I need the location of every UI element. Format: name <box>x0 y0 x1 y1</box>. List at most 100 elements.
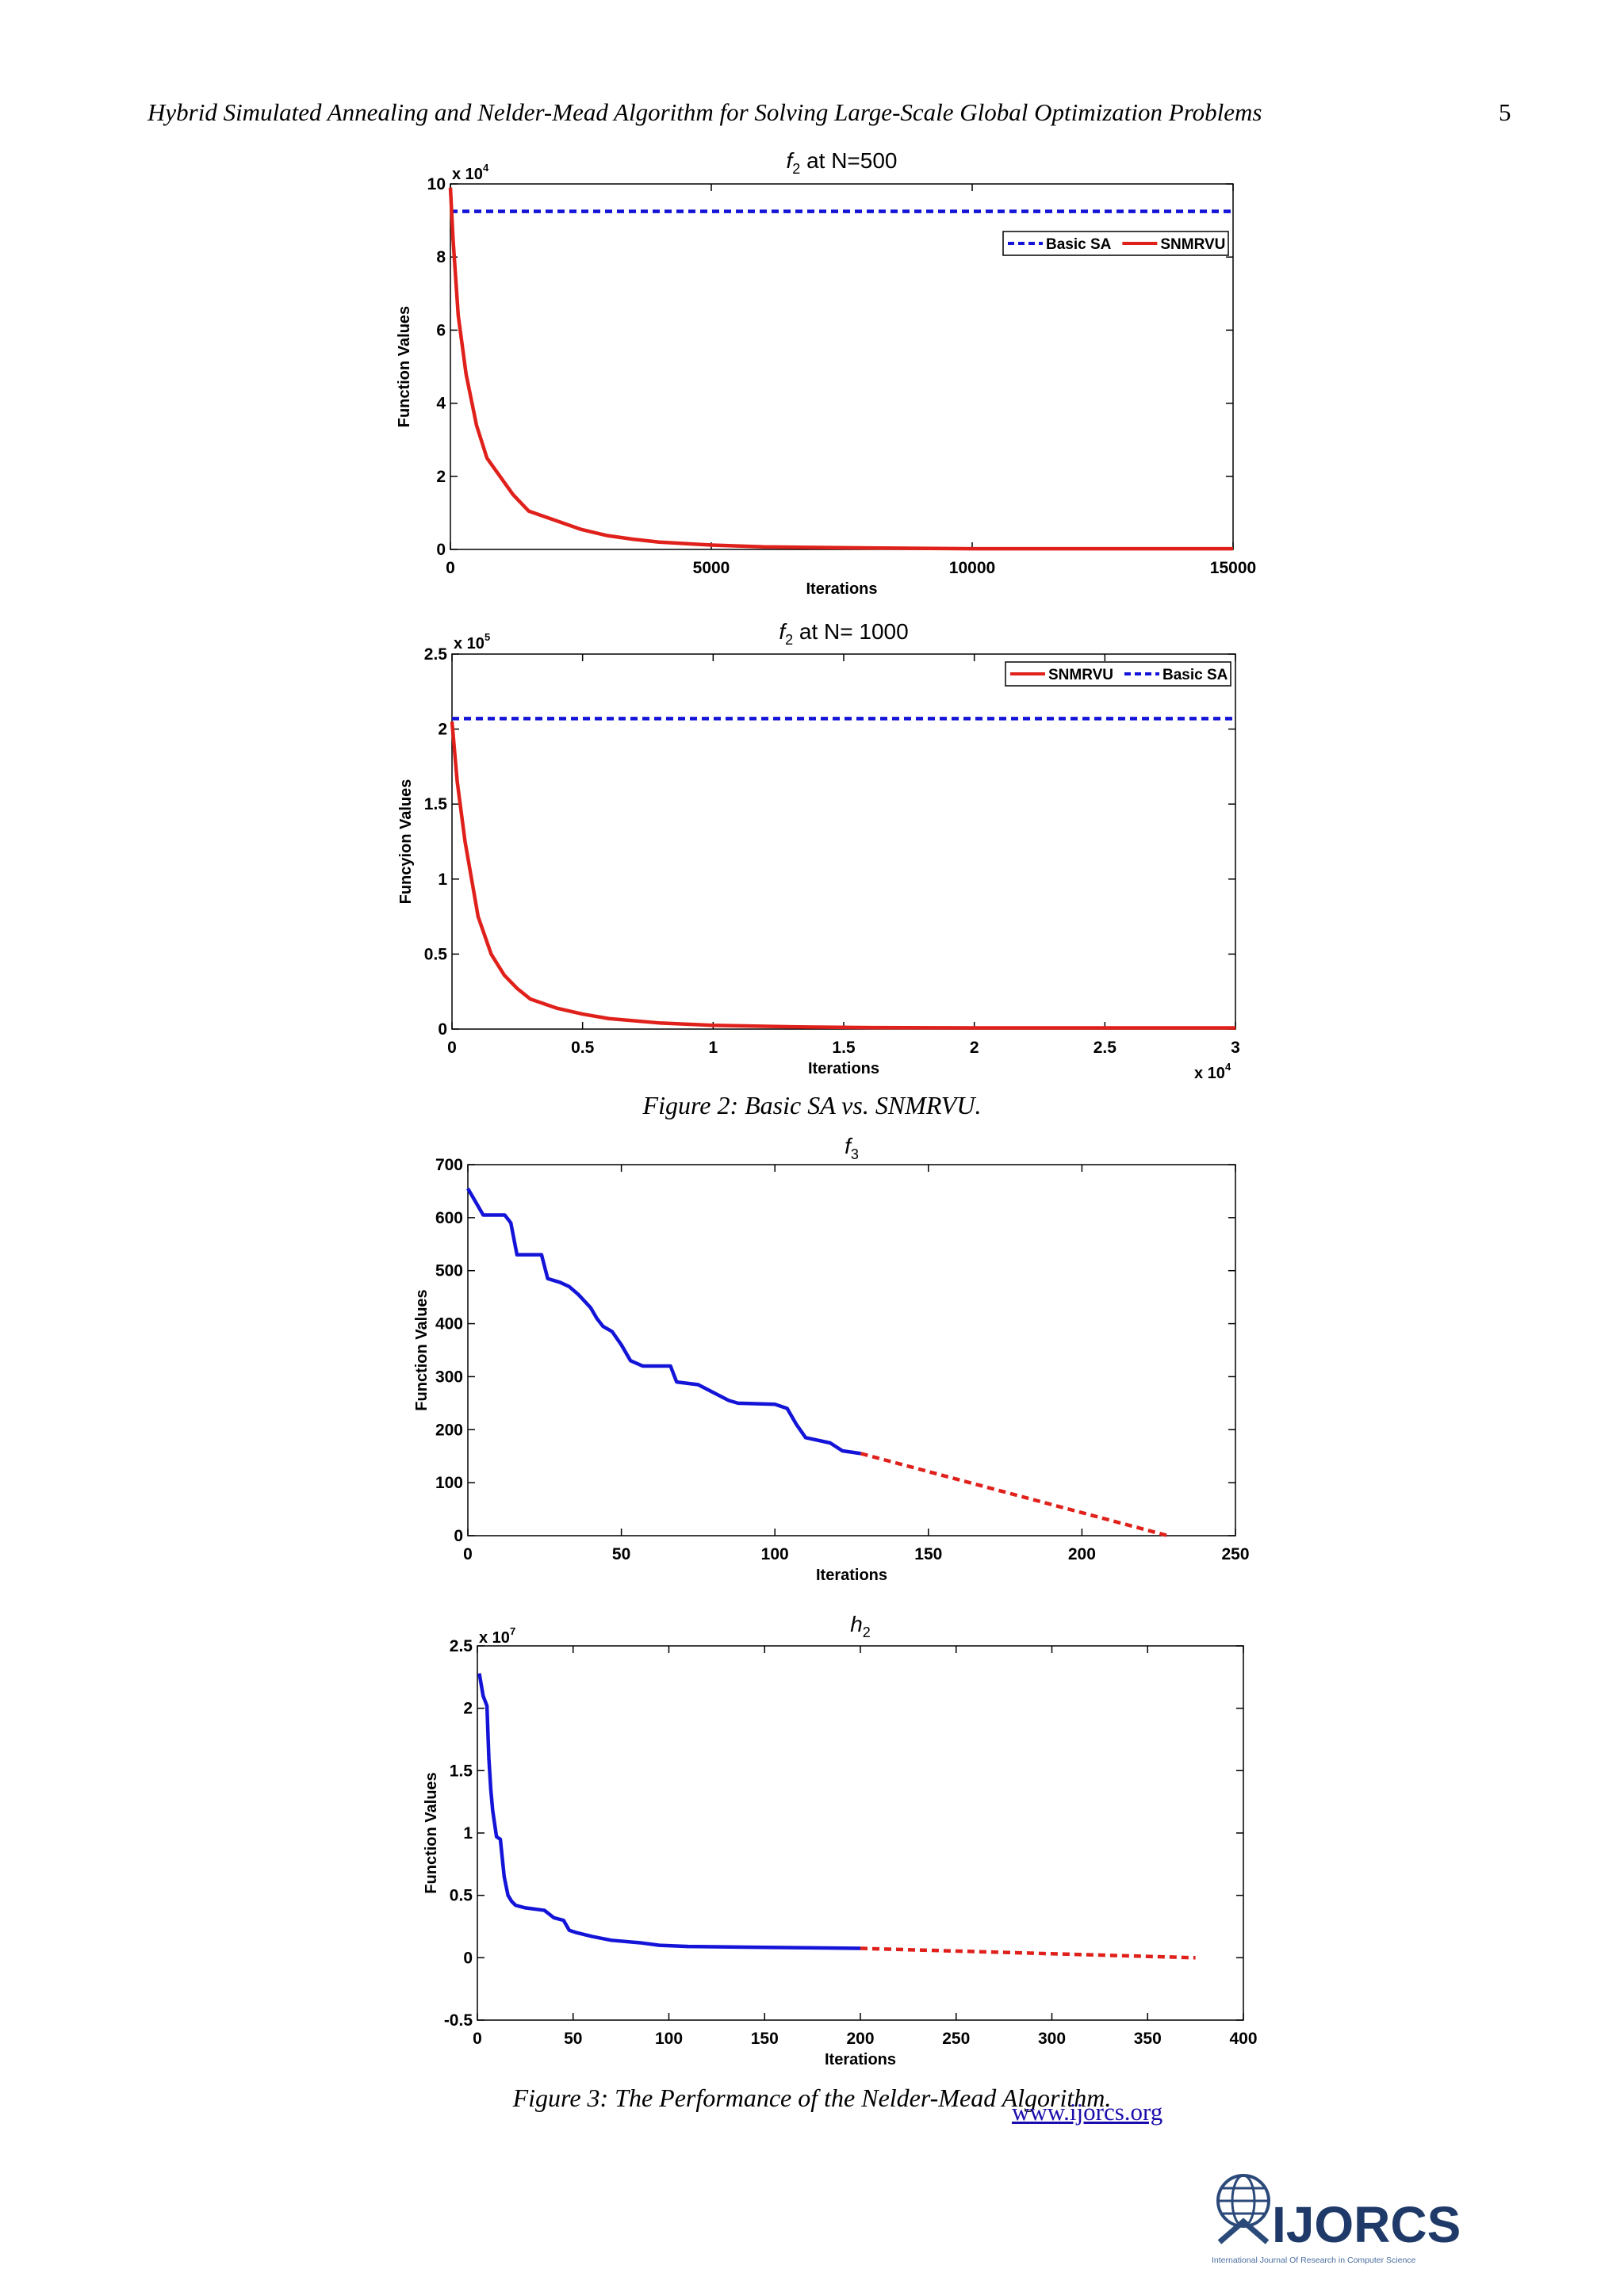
y-tick-label: -0.5 <box>444 2011 473 2030</box>
x-tick-label: 400 <box>1229 2030 1257 2048</box>
plot-frame <box>451 653 1236 1030</box>
legend-label: Basic SA <box>1046 236 1112 253</box>
legend-label: SNMRVU <box>1160 236 1225 253</box>
y-tick-label: 2 <box>438 721 447 739</box>
plot-frame <box>477 1645 1244 2021</box>
y-tick-label: 200 <box>435 1421 463 1439</box>
x-tick-label: 10000 <box>949 559 995 577</box>
x-tick-label: 150 <box>751 2030 779 2048</box>
y-tick-label: 300 <box>435 1368 463 1386</box>
logo-wordmark: IJORCS <box>1272 2196 1461 2253</box>
x-tick-label: 250 <box>1221 1545 1249 1563</box>
y-tick-label: 0.5 <box>424 945 448 963</box>
chart-title: f2 at N=500 <box>787 148 898 177</box>
y-tick-label: 100 <box>435 1474 463 1492</box>
y-tick-label: 0 <box>463 1949 473 1967</box>
x-tick-label: 1.5 <box>832 1039 856 1057</box>
y-tick-label: 1.5 <box>450 1762 473 1780</box>
y-tick-label: 2 <box>436 468 446 486</box>
x-tick-label: 300 <box>1038 2030 1066 2048</box>
plot-frame <box>450 183 1234 550</box>
x-tick-label: 2.5 <box>1094 1039 1117 1057</box>
x-axis-label: Iterations <box>816 1567 887 1584</box>
y-axis-label: Function Values <box>423 1772 440 1893</box>
x-tick-label: 0 <box>463 1545 473 1563</box>
x-tick-label: 100 <box>655 2030 683 2048</box>
legend-box <box>1002 231 1229 256</box>
y-multiplier: x 105 <box>454 631 490 652</box>
y-multiplier: x 107 <box>479 1625 515 1647</box>
y-tick-label: 600 <box>435 1209 463 1227</box>
y-tick-label: 1 <box>463 1824 473 1843</box>
x-tick-label: 150 <box>914 1545 942 1563</box>
y-tick-label: 1 <box>438 871 447 889</box>
series-line-0 <box>477 1673 861 1950</box>
series-line-snmrvu <box>448 187 1233 551</box>
x-tick-label: 0 <box>447 1039 457 1057</box>
x-tick-label: 250 <box>942 2030 970 2048</box>
y-tick-label: 0 <box>454 1527 463 1545</box>
x-axis-label: Iterations <box>825 2051 896 2068</box>
plot-frame <box>467 1164 1236 1536</box>
ijorcs-logo: IJORCS International Journal Of Research… <box>1212 2169 1497 2284</box>
y-tick-label: 2.5 <box>424 645 448 664</box>
x-tick-label: 3 <box>1231 1039 1240 1057</box>
y-tick-label: 8 <box>436 248 446 266</box>
x-tick-label: 350 <box>1134 2030 1162 2048</box>
x-axis-label: Iterations <box>808 1060 879 1077</box>
x-tick-label: 0.5 <box>571 1039 595 1057</box>
legend-label: SNMRVU <box>1048 667 1113 683</box>
y-tick-label: 2 <box>463 1700 473 1718</box>
y-axis-label: Funcyion Values <box>397 779 415 905</box>
x-tick-label: 1 <box>708 1039 718 1057</box>
chart-c2: f2 at N= 1000 0 0.5 1 1.5 2 2.5 3 0 0.5 1 1.5 2 2.5 It… <box>397 619 1240 1082</box>
series-line-1 <box>860 1946 1196 1960</box>
journal-url-link[interactable]: www.ijorcs.org <box>1012 2098 1163 2126</box>
chart-title: h2 <box>850 1612 871 1640</box>
y-tick-label: 6 <box>436 321 446 339</box>
y-tick-label: 2.5 <box>450 1637 473 1655</box>
x-tick-label: 50 <box>564 2030 582 2048</box>
x-multiplier: x 104 <box>1194 1061 1231 1082</box>
y-tick-label: 500 <box>435 1262 463 1280</box>
page-number: 5 <box>1499 98 1511 126</box>
x-tick-label: 2 <box>970 1039 979 1057</box>
x-tick-label: 0 <box>446 559 455 577</box>
y-tick-label: 700 <box>435 1156 463 1174</box>
figure-3-caption: Figure 3: The Performance of the Nelder-… <box>512 2084 1112 2112</box>
legend: SNMRVU Basic SA <box>1005 661 1231 687</box>
globe-icon <box>1216 2174 1270 2244</box>
chart-title: f2 at N= 1000 <box>779 619 908 648</box>
series-line-0 <box>466 1187 861 1456</box>
series-line-snmrvu <box>450 721 1235 1030</box>
chart-title: f3 <box>845 1134 859 1162</box>
y-axis-label: Function Values <box>396 306 413 427</box>
y-tick-label: 0.5 <box>450 1887 473 1905</box>
y-multiplier: x 104 <box>452 162 489 183</box>
x-tick-label: 100 <box>761 1545 789 1563</box>
chart-c3: f3 0 50 100 150 200 250 0 100 200 300 400 500 600 700 I… <box>413 1134 1250 1584</box>
legend-label: Basic SA <box>1162 667 1228 683</box>
y-tick-label: 400 <box>435 1315 463 1334</box>
figure-2-caption: Figure 2: Basic SA vs. SNMRVU. <box>642 1091 982 1119</box>
x-tick-label: 200 <box>1068 1545 1096 1563</box>
y-tick-label: 10 <box>427 175 446 193</box>
x-tick-label: 200 <box>846 2030 874 2048</box>
y-tick-label: 1.5 <box>424 795 448 813</box>
y-axis-label: Function Values <box>413 1289 431 1410</box>
chart-c4: h20 50 100 150 200 250 300 350 400-0.500.511.522… <box>423 1612 1258 2068</box>
x-tick-label: 50 <box>612 1545 630 1563</box>
logo-tagline: International Journal Of Research in Com… <box>1212 2256 1416 2265</box>
x-axis-label: Iterations <box>806 580 877 598</box>
chart-c1: f2 at N=500 0 5000 10000 15000 0 2 4 6 8 10 Iterati… <box>396 148 1256 598</box>
x-tick-label: 0 <box>473 2030 482 2048</box>
running-title: Hybrid Simulated Annealing and Nelder-Me… <box>147 98 1262 126</box>
y-tick-label: 4 <box>436 395 446 413</box>
legend: Basic SA SNMRVU <box>1002 231 1229 256</box>
y-tick-label: 0 <box>438 1020 447 1039</box>
x-tick-label: 15000 <box>1210 559 1256 577</box>
y-tick-label: 0 <box>436 541 446 559</box>
series-line-1 <box>860 1452 1169 1538</box>
legend-box <box>1005 661 1231 687</box>
